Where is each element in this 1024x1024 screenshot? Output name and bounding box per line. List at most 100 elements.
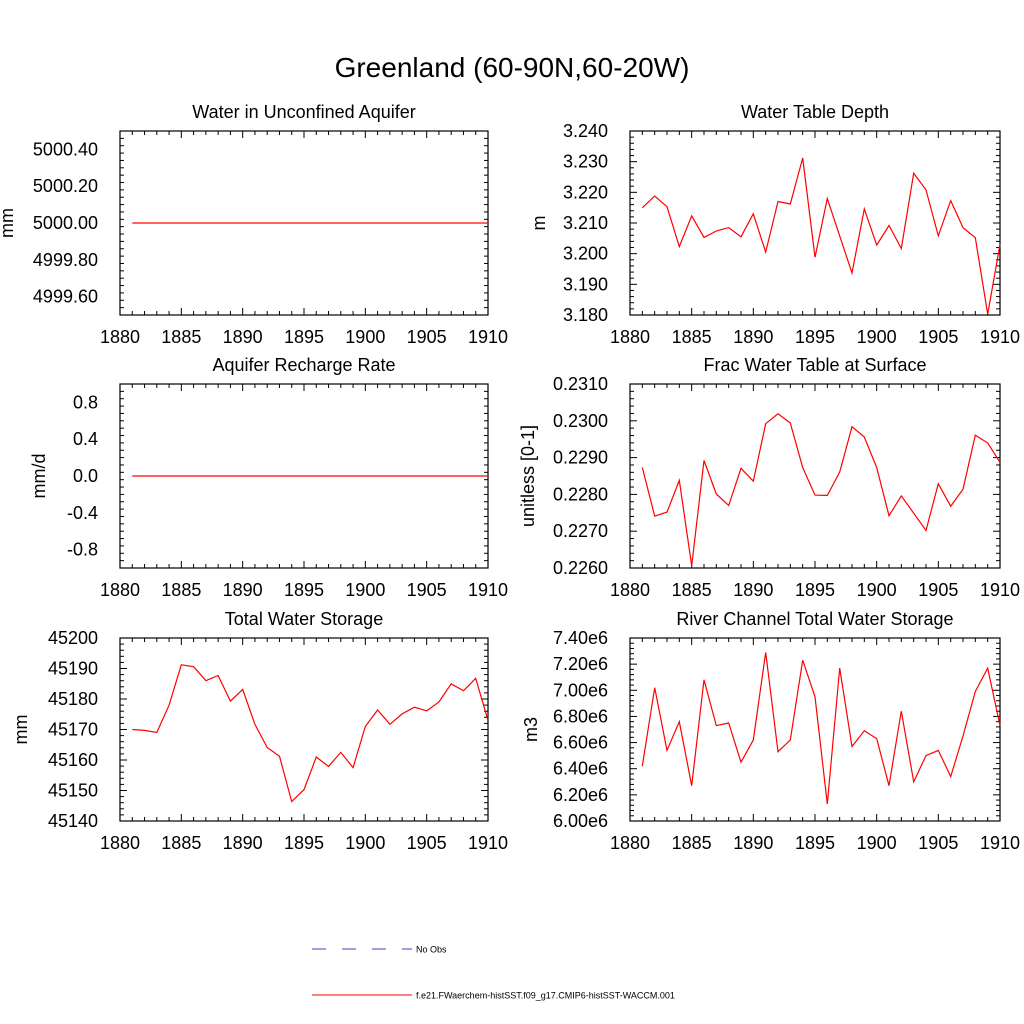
chart-panel-3: Aquifer Recharge Rate 1880 1885 1890 1895 190… (29, 355, 508, 600)
y-tick-label: 45170 (48, 720, 98, 740)
x-tick-label: 1910 (980, 327, 1020, 347)
y-tick-label: 5000.00 (33, 213, 98, 233)
x-tick-label: 1885 (672, 580, 712, 600)
y-tick-label: 7.20e6 (553, 654, 608, 674)
y-tick-label: 6.60e6 (553, 733, 608, 753)
panel-title: Frac Water Table at Surface (703, 355, 926, 375)
y-tick-label: 6.20e6 (553, 785, 608, 805)
x-tick-label: 1880 (610, 833, 650, 853)
y-tick-label: 3.210 (563, 213, 608, 233)
series-line (641, 652, 1001, 805)
x-tick-label: 1890 (733, 833, 773, 853)
y-tick-label: 45160 (48, 750, 98, 770)
y-tick-label: 0.2290 (553, 448, 608, 468)
legend-label: f.e21.FWaerchem-histSST.f09_g17.CMIP6-hi… (416, 991, 675, 1001)
x-tick-label: 1890 (223, 327, 263, 347)
x-tick-label: 1885 (161, 833, 201, 853)
y-tick-label: 0.2280 (553, 484, 608, 504)
y-tick-label: -0.4 (67, 503, 98, 523)
x-tick-label: 1910 (980, 580, 1020, 600)
y-tick-label: 0.4 (73, 429, 98, 449)
y-tick-label: 4999.60 (33, 287, 98, 307)
y-axis-label: mm/d (29, 454, 49, 499)
x-tick-label: 1900 (345, 833, 385, 853)
y-tick-label: 3.180 (563, 305, 608, 325)
x-tick-label: 1880 (100, 327, 140, 347)
y-tick-label: 6.00e6 (553, 811, 608, 831)
x-tick-label: 1890 (733, 327, 773, 347)
x-tick-label: 1880 (610, 580, 650, 600)
y-axis-label: mm (11, 715, 31, 745)
x-tick-label: 1895 (284, 833, 324, 853)
x-tick-label: 1900 (857, 833, 897, 853)
x-tick-label: 1900 (857, 327, 897, 347)
series-line (641, 157, 1001, 315)
y-tick-label: 6.40e6 (553, 759, 608, 779)
x-tick-label: 1895 (795, 580, 835, 600)
panel-title: Water Table Depth (741, 102, 889, 122)
plot-frame (119, 637, 489, 822)
panel-title: Water in Unconfined Aquifer (192, 102, 415, 122)
y-tick-label: 5000.20 (33, 176, 98, 196)
chart-panel-6: River Channel Total Water Storage 1880 188… (521, 609, 1020, 853)
chart-panel-4: Frac Water Table at Surface 1880 1885 1890 1… (518, 355, 1020, 600)
x-tick-label: 1900 (345, 327, 385, 347)
y-tick-label: 7.00e6 (553, 680, 608, 700)
x-tick-label: 1905 (918, 580, 958, 600)
plot-frame (629, 383, 1001, 569)
x-tick-label: 1885 (161, 580, 201, 600)
x-tick-label: 1905 (918, 327, 958, 347)
chart-panel-2: Water Table Depth 1880 1885 1890 1895 1900 190… (529, 102, 1020, 347)
y-tick-label: 45200 (48, 628, 98, 648)
x-tick-label: 1880 (100, 833, 140, 853)
y-axis-label: m (529, 216, 549, 231)
x-tick-label: 1885 (672, 327, 712, 347)
panel-title: Aquifer Recharge Rate (212, 355, 395, 375)
x-tick-label: 1890 (223, 580, 263, 600)
y-tick-label: 3.230 (563, 152, 608, 172)
x-tick-label: 1905 (407, 327, 447, 347)
series-line (641, 413, 1001, 566)
y-axis-label: mm (0, 208, 17, 238)
y-tick-label: 6.80e6 (553, 706, 608, 726)
x-tick-label: 1895 (795, 833, 835, 853)
x-tick-label: 1910 (980, 833, 1020, 853)
y-tick-label: 3.220 (563, 182, 608, 202)
x-tick-label: 1880 (610, 327, 650, 347)
legend-label: No Obs (416, 945, 447, 955)
y-tick-label: 45140 (48, 811, 98, 831)
panel-title: River Channel Total Water Storage (676, 609, 953, 629)
y-tick-label: 5000.40 (33, 139, 98, 159)
series-line (132, 664, 489, 803)
plot-frame (629, 130, 1001, 316)
y-axis-label: unitless [0-1] (518, 425, 538, 527)
y-tick-label: 0.2300 (553, 411, 608, 431)
y-tick-label: 0.2310 (553, 374, 608, 394)
y-tick-label: 3.240 (563, 121, 608, 141)
x-tick-label: 1880 (100, 580, 140, 600)
y-tick-label: 45150 (48, 781, 98, 801)
x-tick-label: 1890 (733, 580, 773, 600)
y-axis-label: m3 (521, 717, 541, 742)
plot-frame (629, 637, 1001, 822)
y-tick-label: 4999.80 (33, 250, 98, 270)
x-tick-label: 1900 (857, 580, 897, 600)
x-tick-label: 1895 (284, 580, 324, 600)
legend: No Obs f.e21.FWaerchem-histSST.f09_g17.CM… (312, 945, 675, 1001)
x-tick-label: 1895 (795, 327, 835, 347)
y-tick-label: 0.0 (73, 466, 98, 486)
x-tick-label: 1885 (672, 833, 712, 853)
x-tick-label: 1905 (407, 833, 447, 853)
y-tick-label: 45190 (48, 659, 98, 679)
x-tick-label: 1885 (161, 327, 201, 347)
x-tick-label: 1895 (284, 327, 324, 347)
figure-title: Greenland (60-90N,60-20W) (334, 52, 690, 83)
x-tick-label: 1910 (468, 580, 508, 600)
y-tick-label: 3.200 (563, 244, 608, 264)
y-tick-label: 0.2260 (553, 558, 608, 578)
y-tick-label: -0.8 (67, 540, 98, 560)
y-tick-label: 7.40e6 (553, 628, 608, 648)
y-tick-label: 3.190 (563, 274, 608, 294)
x-tick-label: 1910 (468, 327, 508, 347)
